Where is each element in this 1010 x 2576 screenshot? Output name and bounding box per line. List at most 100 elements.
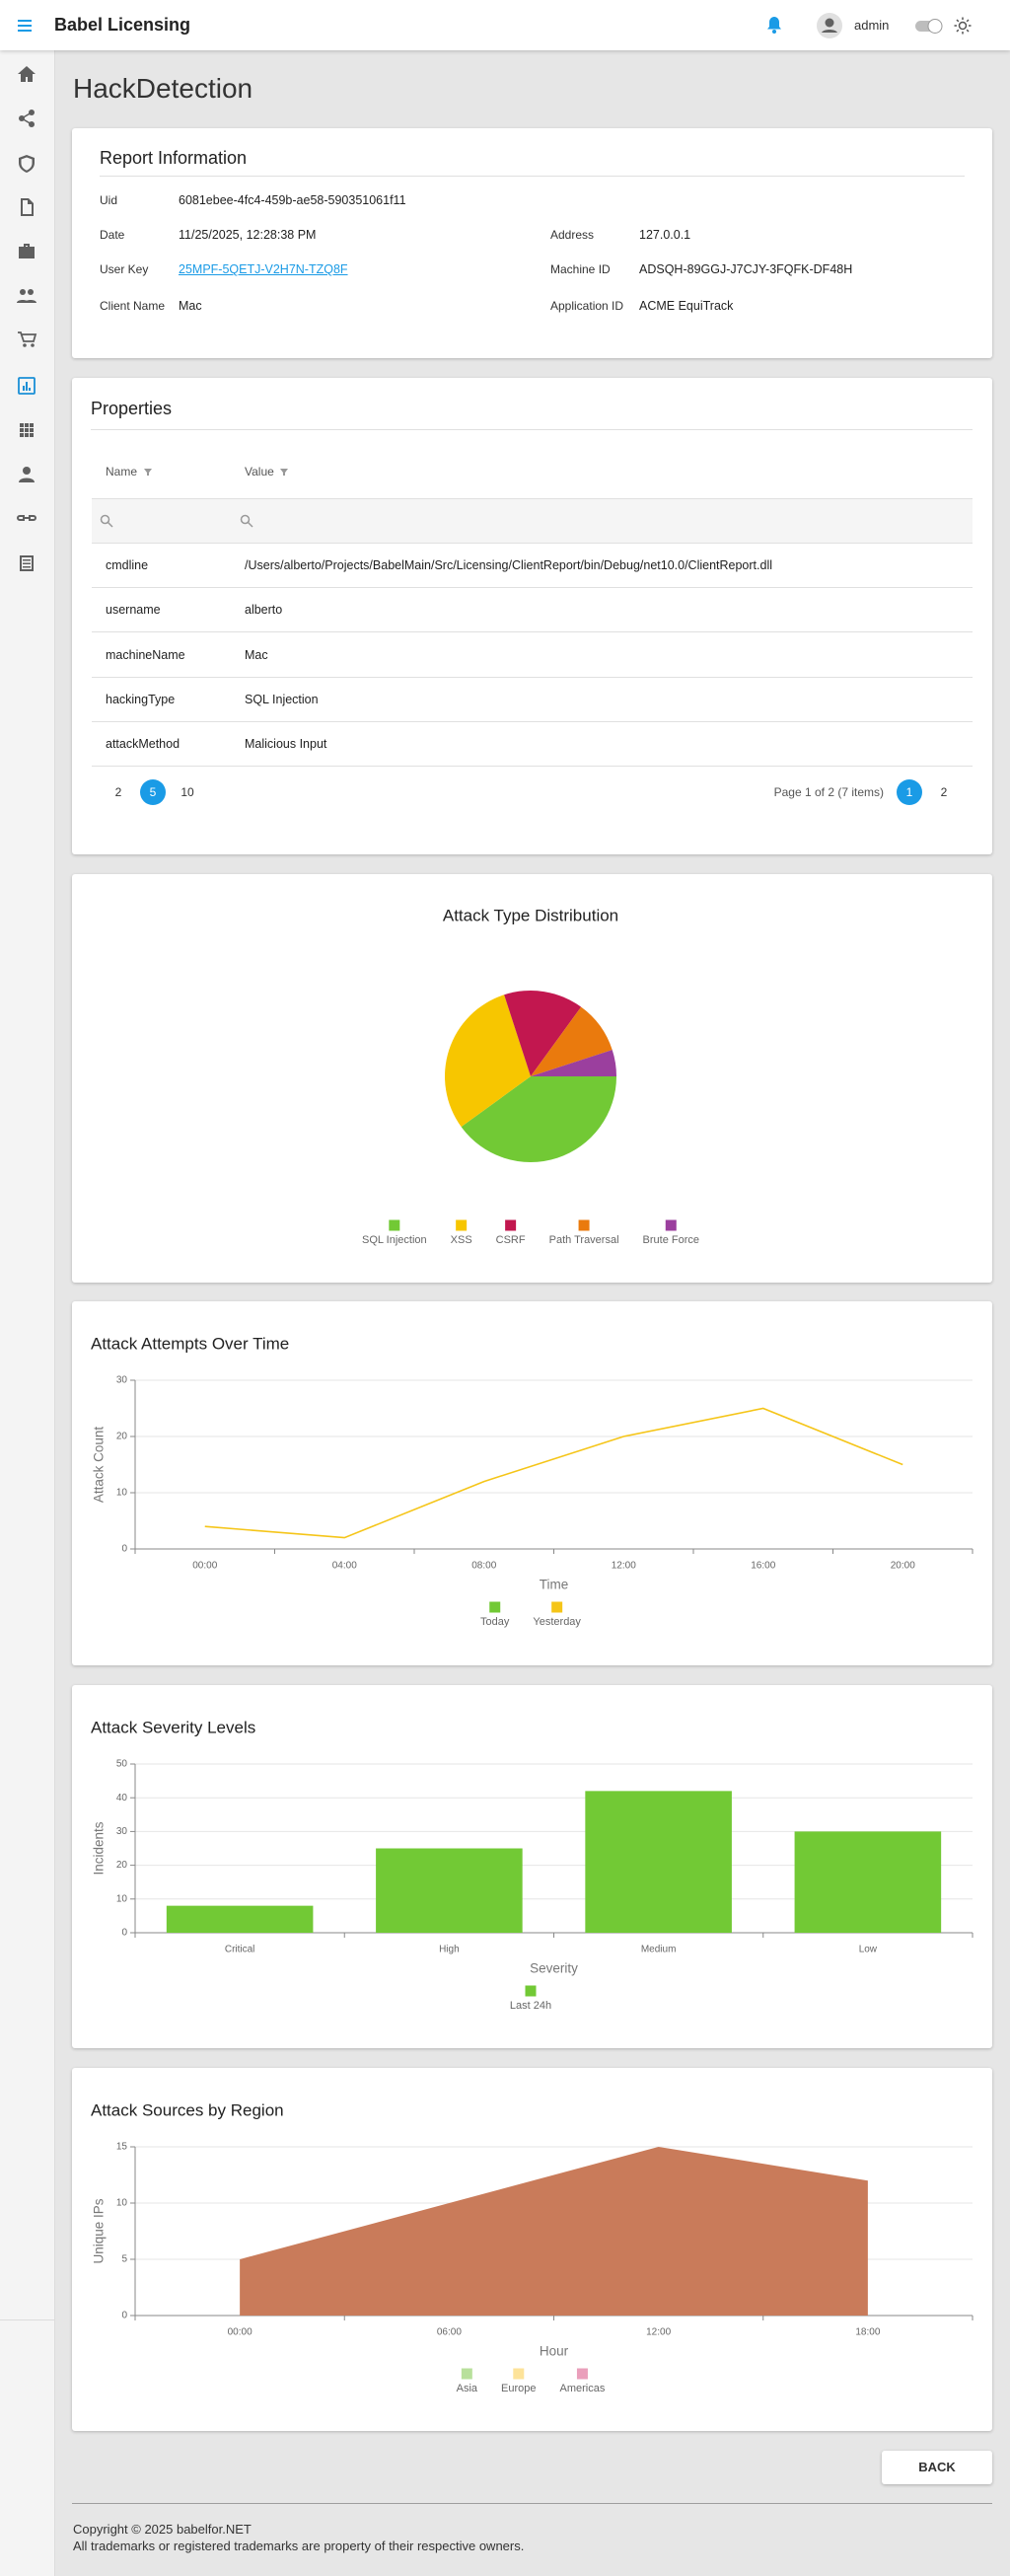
chart-card: Attack Attempts Over Time 0 10 20 30 00:00 04:… (72, 1301, 992, 1665)
field-value: 11/25/2025, 12:28:38 PM (179, 228, 317, 242)
x-tick-label: 12:00 (612, 1561, 636, 1572)
legend-marker (389, 1219, 400, 1231)
page-size[interactable]: 10 (180, 785, 194, 799)
legend-marker (513, 2368, 525, 2380)
legend-label: Today (480, 1616, 510, 1628)
cell: attackMethod (106, 737, 180, 752)
cell: hackingType (106, 692, 176, 706)
search-icon[interactable] (240, 514, 253, 528)
legend-label: Europe (501, 2383, 536, 2394)
legend-marker (489, 1601, 501, 1613)
cell: alberto (245, 603, 283, 618)
search-icon[interactable] (100, 514, 113, 528)
x-tick-label: 08:00 (471, 1561, 496, 1572)
legend-marker (456, 1219, 468, 1231)
pie-slice (504, 991, 582, 1076)
chart-title: Attack Type Distribution (443, 906, 618, 924)
chart-title: Attack Severity Levels (91, 1718, 255, 1736)
nav-briefcase[interactable] (19, 244, 35, 258)
nav-link[interactable] (17, 515, 36, 521)
y-tick-label: 50 (116, 1759, 128, 1770)
legend-label: XSS (451, 1234, 472, 1246)
row-divider (92, 587, 973, 588)
legend-marker (665, 1219, 677, 1231)
nav-share[interactable] (19, 110, 35, 127)
page-button[interactable]: 1 (897, 779, 922, 805)
cell: Malicious Input (245, 737, 327, 752)
field-label: Uid (100, 193, 118, 207)
avatar[interactable] (816, 12, 843, 39)
line-series (204, 1407, 903, 1539)
chart-card: Attack Type Distribution SQL Injection XSS… (72, 874, 992, 1283)
divider (100, 176, 965, 177)
field-label: Machine ID (550, 262, 611, 276)
nav-apps[interactable] (20, 423, 34, 437)
legend-marker (461, 2368, 472, 2380)
x-tick-label: Low (859, 1945, 878, 1955)
x-tick-label: 00:00 (192, 1561, 217, 1572)
chart-title: Attack Sources by Region (91, 2100, 284, 2119)
field-label: Address (550, 228, 595, 242)
legend-marker (551, 1601, 563, 1613)
column-header[interactable]: Name (106, 465, 138, 478)
user-key-link[interactable]: 25MPF-5QETJ-V2H7N-TZQ8F (179, 262, 348, 276)
card-title: Properties (91, 399, 173, 418)
column-header[interactable]: Value (245, 465, 274, 478)
x-axis-title: Hour (540, 2344, 569, 2359)
bar (376, 1848, 523, 1933)
properties-card: Properties Name Value Page 1 of 2 (7 ite… (72, 378, 992, 854)
top-bar: Babel Licensing admin (0, 0, 1010, 50)
report-card: Report Information Uid 6081ebee-4fc4-459… (72, 128, 992, 358)
x-tick-label: 04:00 (332, 1561, 357, 1572)
nav-list[interactable] (20, 555, 34, 571)
bell-icon[interactable] (764, 15, 784, 35)
legend-label: Yesterday (533, 1616, 581, 1628)
page-button[interactable]: 2 (940, 785, 948, 799)
legend-label: Americas (560, 2383, 606, 2394)
x-tick-label: 18:00 (855, 2327, 880, 2338)
y-tick-label: 20 (116, 1432, 128, 1442)
back-button[interactable]: BACK (882, 2451, 992, 2484)
field-value: 127.0.0.1 (639, 228, 691, 242)
pager-info: Page 1 of 2 (7 items) (773, 785, 884, 799)
x-tick-label: 06:00 (437, 2327, 462, 2338)
y-tick-label: 10 (116, 1893, 128, 1904)
sidebar-divider (0, 2319, 54, 2320)
area-series (240, 2147, 868, 2316)
sort-icon[interactable] (143, 467, 153, 477)
x-tick-label: High (439, 1945, 460, 1955)
row-divider (92, 720, 973, 722)
legend-marker (505, 1219, 517, 1231)
field-value: 6081ebee-4fc4-459b-ae58-590351061f11 (179, 193, 406, 207)
nav-person[interactable] (19, 467, 35, 482)
nav-home[interactable] (18, 66, 36, 82)
x-tick-label: 16:00 (751, 1561, 775, 1572)
y-tick-label: 20 (116, 1860, 128, 1871)
sort-icon[interactable] (279, 467, 289, 477)
y-tick-label: 30 (116, 1375, 128, 1386)
nav-document[interactable] (21, 198, 34, 216)
theme-toggle[interactable] (913, 17, 945, 35)
chart-card: Attack Sources by Region 0 5 10 15 00:00 06:00… (72, 2068, 992, 2431)
pie-slice (461, 1076, 616, 1162)
row-divider (92, 676, 973, 678)
field-value: Mac (179, 299, 202, 313)
pie-slice (531, 1006, 613, 1076)
y-tick-label: 0 (121, 1544, 127, 1555)
x-tick-label: 12:00 (646, 2327, 671, 2338)
filter-row (92, 498, 973, 544)
nav-users[interactable] (17, 289, 36, 303)
menu-icon[interactable] (18, 18, 36, 34)
nav-reports[interactable] (18, 377, 36, 395)
sun-icon[interactable] (954, 17, 972, 35)
nav-shield[interactable] (19, 155, 35, 173)
y-tick-label: 10 (116, 2198, 128, 2209)
nav-cart[interactable] (18, 331, 37, 347)
page-size[interactable]: 2 (114, 785, 122, 799)
cell: cmdline (106, 558, 149, 572)
chart-card: Attack Severity Levels 0 10 20 30 40 50 Critica… (72, 1685, 992, 2048)
pie-slice (531, 1050, 616, 1076)
page-size[interactable]: 5 (140, 779, 166, 805)
pie-slice (445, 994, 531, 1128)
sidebar (0, 50, 55, 2576)
